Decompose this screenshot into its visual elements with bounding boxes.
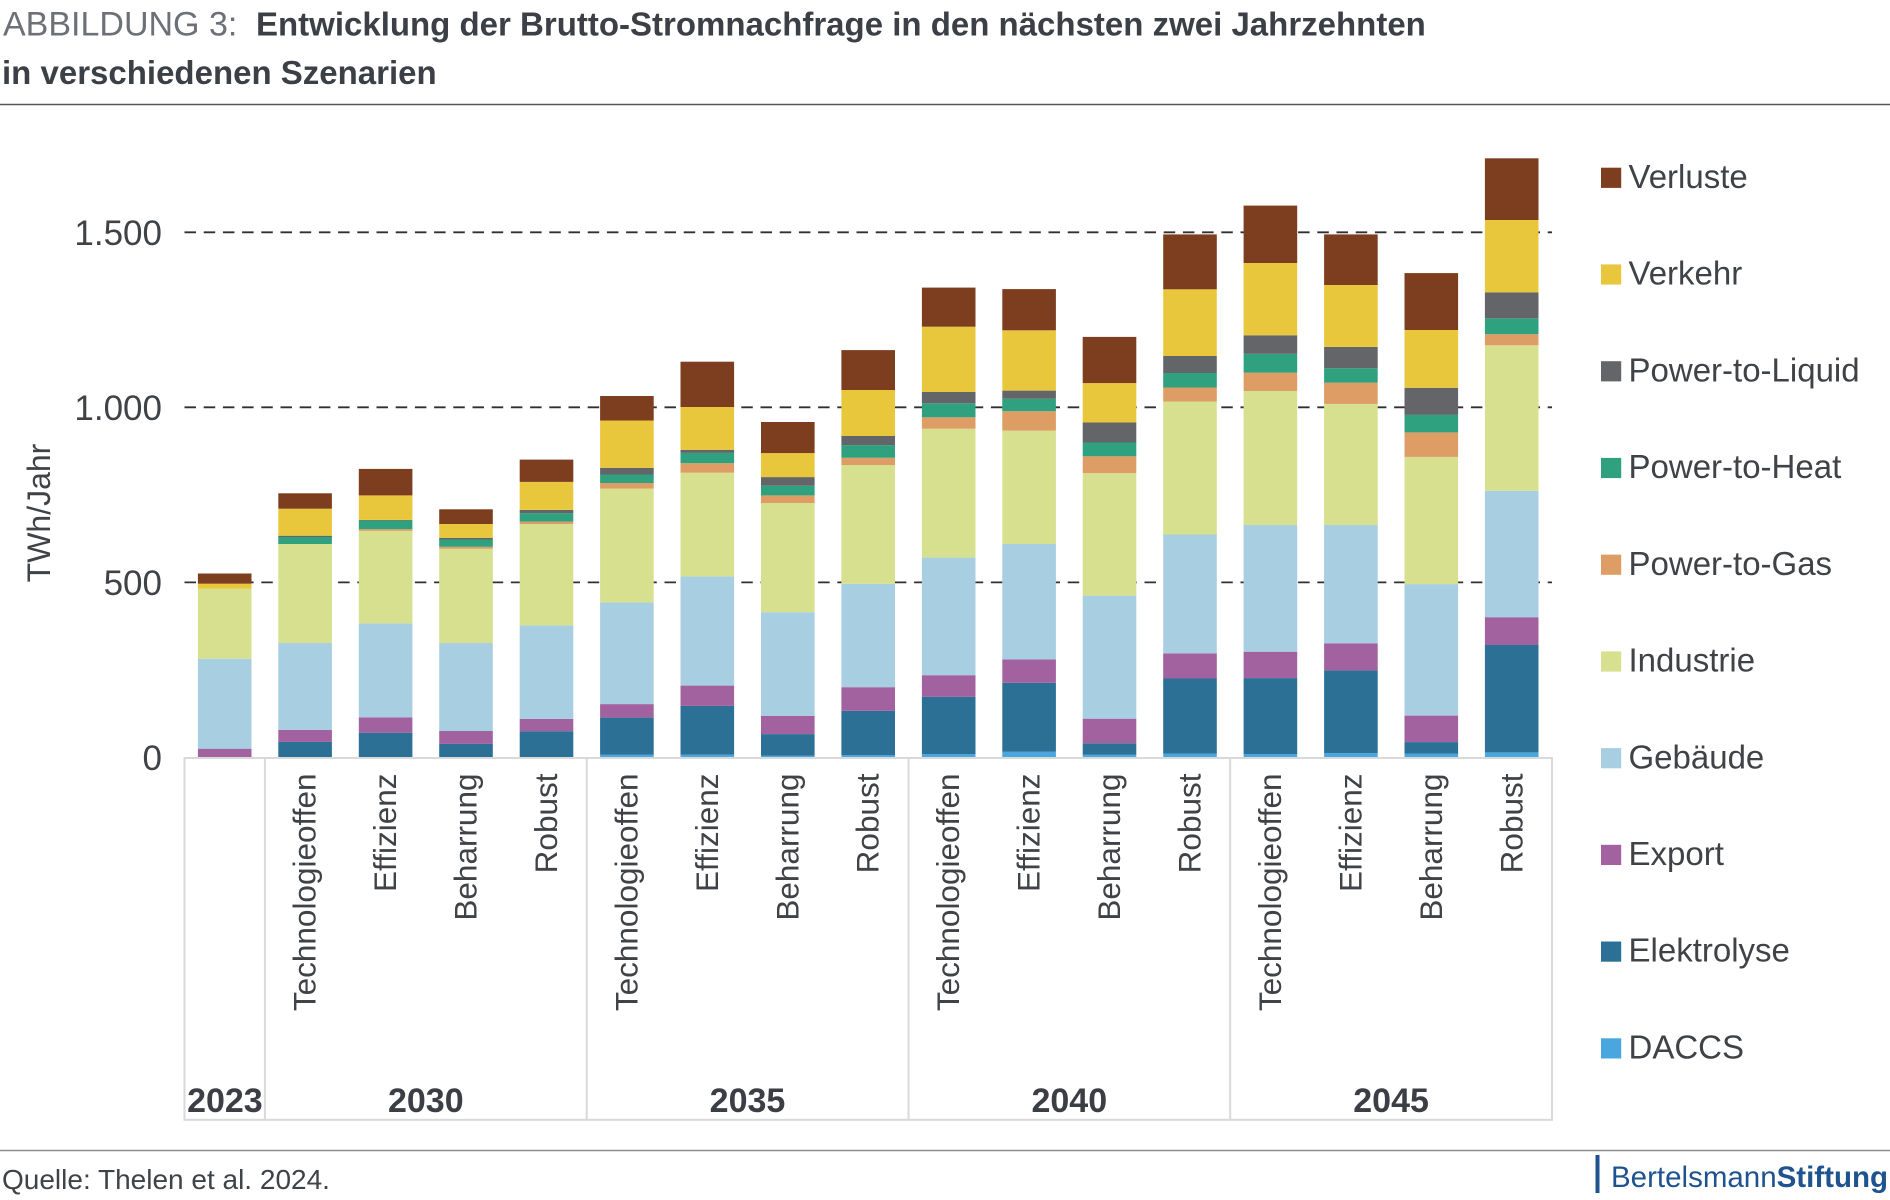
svg-text:1.000: 1.000 [74, 389, 162, 428]
svg-text:2040: 2040 [1031, 1082, 1107, 1120]
svg-text:Industrie: Industrie [1629, 642, 1756, 679]
svg-text:Robust: Robust [850, 773, 886, 873]
svg-text:2035: 2035 [710, 1082, 786, 1120]
svg-text:Beharrung: Beharrung [1091, 774, 1127, 921]
svg-text:Power-to-Gas: Power-to-Gas [1629, 545, 1833, 582]
svg-text:Verkehr: Verkehr [1629, 255, 1743, 292]
svg-text:1.500: 1.500 [74, 214, 162, 253]
svg-text:Quelle: Thelen et al. 2024.: Quelle: Thelen et al. 2024. [2, 1164, 330, 1195]
svg-text:Power-to-Heat: Power-to-Heat [1629, 448, 1842, 485]
svg-text:Beharrung: Beharrung [1413, 774, 1449, 921]
svg-text:500: 500 [104, 564, 162, 603]
svg-text:Effizienz: Effizienz [1332, 774, 1368, 892]
svg-text:Technologieoffen: Technologieoffen [287, 774, 323, 1012]
svg-text:Effizienz: Effizienz [1011, 774, 1047, 892]
svg-text:Gebäude: Gebäude [1629, 738, 1765, 775]
svg-text:2030: 2030 [388, 1082, 464, 1120]
svg-text:Technologieoffen: Technologieoffen [930, 773, 966, 1011]
svg-text:Elektrolyse: Elektrolyse [1629, 932, 1790, 969]
svg-text:Technologieoffen: Technologieoffen [1252, 774, 1288, 1012]
svg-text:Technologieoffen: Technologieoffen [608, 774, 644, 1012]
svg-text:BertelsmannStiftung: BertelsmannStiftung [1611, 1161, 1888, 1194]
svg-text:Beharrung: Beharrung [448, 774, 484, 921]
svg-text:Power-to-Liquid: Power-to-Liquid [1629, 351, 1860, 388]
svg-text:Verluste: Verluste [1629, 158, 1748, 195]
svg-text:in verschiedenen Szenarien: in verschiedenen Szenarien [2, 54, 437, 91]
svg-text:Entwicklung der Brutto-Stromna: Entwicklung der Brutto-Stromnachfrage in… [256, 6, 1426, 43]
svg-text:2045: 2045 [1353, 1082, 1429, 1120]
svg-text:2023: 2023 [187, 1082, 263, 1120]
svg-text:ABBILDUNG 3:: ABBILDUNG 3: [3, 6, 237, 44]
svg-text:Export: Export [1629, 835, 1724, 872]
svg-text:0: 0 [143, 739, 162, 778]
svg-text:Robust: Robust [528, 773, 564, 873]
svg-text:TWh/Jahr: TWh/Jahr [21, 443, 57, 582]
svg-text:Beharrung: Beharrung [769, 774, 805, 921]
svg-text:Robust: Robust [1493, 773, 1529, 873]
svg-text:DACCS: DACCS [1629, 1029, 1745, 1066]
svg-text:Effizienz: Effizienz [689, 774, 725, 892]
svg-text:Robust: Robust [1172, 773, 1208, 873]
svg-text:Effizienz: Effizienz [367, 774, 403, 892]
